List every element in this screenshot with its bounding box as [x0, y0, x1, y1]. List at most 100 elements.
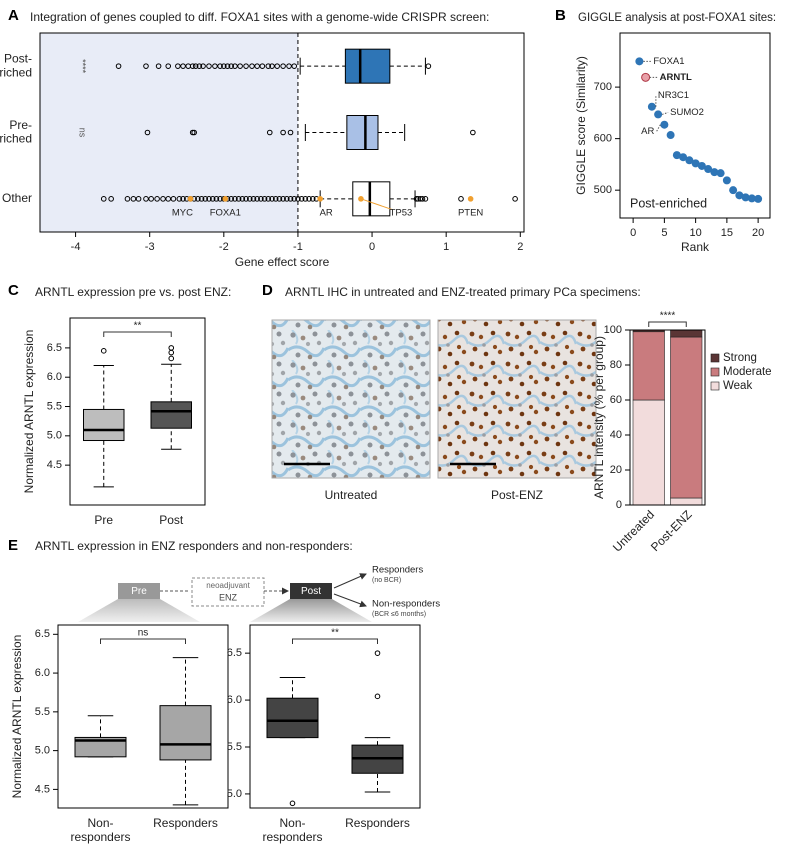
y-axis-label: Normalized ARNTL expression: [22, 330, 36, 494]
plot-frame: [629, 329, 706, 506]
outlier: [100, 196, 107, 202]
outlier: [237, 63, 243, 69]
y-tick-label: Pre-enriched: [0, 118, 32, 146]
point-label: SUMO2: [670, 107, 704, 118]
highlight-point: [222, 196, 229, 202]
plot-frame: [249, 624, 421, 809]
scatter-point: [754, 194, 763, 203]
outlier: [295, 196, 301, 202]
scatter-point: [672, 151, 681, 160]
y-tick-label: 20: [610, 464, 622, 476]
significance-label: **: [134, 321, 142, 332]
y-tick-label: 6.5: [47, 342, 62, 354]
point-label: FOXA1: [210, 207, 241, 218]
outlier: [143, 63, 149, 69]
label-connector: [360, 198, 394, 211]
outlier: [180, 63, 186, 69]
x-tick-label: Responders: [345, 816, 410, 830]
treatment-label: ENZ: [219, 592, 238, 602]
outlier: [175, 63, 181, 69]
outlier: [425, 63, 432, 69]
outlier: [289, 800, 296, 807]
outlier: [192, 63, 199, 69]
plot-frame: [619, 32, 771, 219]
point-label: AR: [320, 207, 333, 218]
x-tick-label: Pre: [94, 513, 113, 527]
legend-label: Weak: [723, 380, 752, 392]
outlier: [243, 196, 249, 202]
pre-label: Pre: [131, 586, 147, 597]
label-connector: [655, 124, 661, 132]
chart-title: ARNTL IHC in untreated and ENZ-treated p…: [285, 285, 641, 299]
plot-frame: [69, 317, 206, 506]
outlier: [259, 63, 266, 69]
x-tick-label: Non-responders: [262, 816, 322, 844]
point-label: PTEN: [458, 207, 483, 218]
outlier: [269, 63, 275, 69]
x-tick-label: 20: [752, 227, 764, 239]
bar-segment: [670, 497, 703, 506]
outlier: [309, 196, 316, 202]
x-tick-label: Post-ENZ: [648, 507, 695, 554]
outlier: [165, 63, 172, 69]
x-tick-label: -2: [219, 241, 229, 253]
box: [266, 697, 319, 739]
outlier: [232, 196, 238, 202]
significance-bracket: [103, 331, 172, 337]
box: [344, 48, 391, 84]
arrow: [333, 593, 367, 608]
outlier: [170, 196, 177, 202]
scatter-point: [735, 191, 744, 200]
outlier: [180, 196, 186, 202]
point-label: TP53: [390, 207, 413, 218]
ihc-image: [437, 319, 597, 479]
label-connector: [661, 111, 669, 115]
outlier: [206, 63, 212, 69]
x-tick-label: Post: [159, 513, 184, 527]
post-box: [290, 583, 332, 599]
y-tick-label: 6.0: [227, 694, 242, 706]
outlier: [160, 196, 166, 202]
outlier: [306, 196, 312, 202]
row-annotation: ns: [78, 128, 88, 138]
y-tick-label: 6.5: [227, 647, 242, 659]
outcome-note: (no BCR): [372, 577, 401, 584]
outlier: [419, 196, 426, 202]
x-tick-label: 0: [369, 241, 375, 253]
outlier: [250, 196, 257, 202]
scatter-point: [691, 159, 700, 168]
legend-label: Strong: [723, 352, 757, 364]
row-annotation: ****: [78, 59, 88, 74]
outlier: [212, 63, 218, 69]
y-tick-label: Other: [2, 191, 32, 205]
scatter-point: [716, 169, 725, 178]
treatment-box: [191, 577, 265, 607]
point-label: FOXA1: [653, 56, 684, 67]
box: [74, 736, 127, 758]
outlier: [287, 196, 294, 202]
outlier: [224, 63, 231, 69]
outlier: [246, 196, 253, 202]
outlier: [198, 196, 205, 202]
point-label: ARNTL: [660, 72, 692, 83]
chart-title: Integration of genes coupled to diff. FO…: [30, 10, 489, 24]
y-tick-label: 5.5: [227, 741, 242, 753]
x-tick-label: 15: [721, 227, 733, 239]
y-tick-label: 5.5: [47, 400, 62, 412]
scatter-point: [741, 193, 750, 202]
y-axis-label: ARNTL intensity (% per group): [592, 336, 606, 499]
legend-swatch: [710, 381, 720, 391]
y-tick-label: 5.0: [47, 430, 62, 442]
outlier: [512, 196, 518, 202]
outlier: [217, 196, 223, 202]
y-tick-label: 700: [594, 81, 612, 93]
scatter-point: [710, 168, 719, 177]
outlier: [280, 196, 286, 202]
outlier: [291, 196, 298, 202]
y-tick-label: 80: [610, 359, 622, 371]
outlier: [213, 196, 220, 202]
ihc-image: [271, 319, 431, 479]
scatter-point: [647, 102, 656, 111]
